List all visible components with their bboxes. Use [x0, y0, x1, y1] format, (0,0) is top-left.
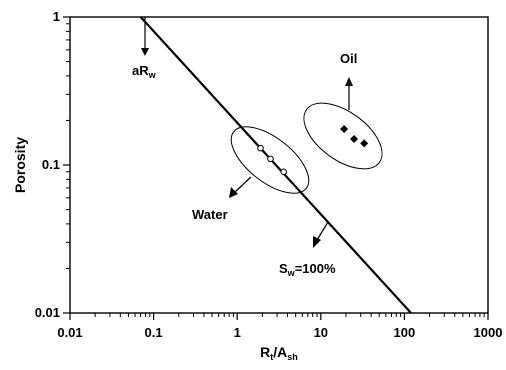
x-tick-label: 0.01	[57, 325, 82, 340]
x-tick-label: 100	[394, 325, 416, 340]
oil-point	[340, 125, 349, 134]
water-arrowhead	[229, 187, 238, 198]
sw-annotation: Sw=100%	[279, 261, 336, 278]
oil-ellipse	[303, 102, 383, 170]
data-points	[257, 125, 369, 176]
major-ticks	[63, 16, 489, 320]
x-tick-label: 0.1	[145, 325, 163, 340]
sw-arrow	[316, 221, 329, 241]
arrows	[141, 17, 353, 248]
x-axis-title: Rt/Ash	[260, 344, 298, 362]
oil-arrowhead	[345, 77, 353, 86]
arw-arrowhead	[141, 48, 149, 56]
y-axis-title: Porosity	[12, 137, 28, 193]
oil-point	[350, 134, 359, 143]
water-point	[267, 155, 274, 163]
y-tick-labels: 0.01 0.1 1	[35, 9, 60, 320]
water-arrow	[234, 176, 252, 193]
oil-point	[360, 139, 369, 148]
y-tick-label: 0.1	[42, 157, 60, 172]
water-annotation: Water	[192, 207, 228, 222]
x-tick-label: 10	[314, 325, 328, 340]
y-tick-label: 0.01	[35, 305, 60, 320]
water-point	[280, 168, 288, 176]
y-tick-label: 1	[53, 9, 60, 24]
water-ellipse	[230, 126, 310, 194]
sw-100-line	[139, 16, 412, 314]
water-point	[257, 144, 264, 152]
oil-annotation: Oil	[340, 51, 357, 66]
arw-annotation: aRw	[132, 63, 157, 80]
x-tick-label: 1000	[474, 325, 503, 340]
sw-arrowhead	[313, 236, 321, 248]
minor-ticks	[66, 23, 485, 317]
x-tick-labels: 0.01 0.1 1 10 100 1000	[57, 325, 502, 340]
x-tick-label: 1	[234, 325, 241, 340]
